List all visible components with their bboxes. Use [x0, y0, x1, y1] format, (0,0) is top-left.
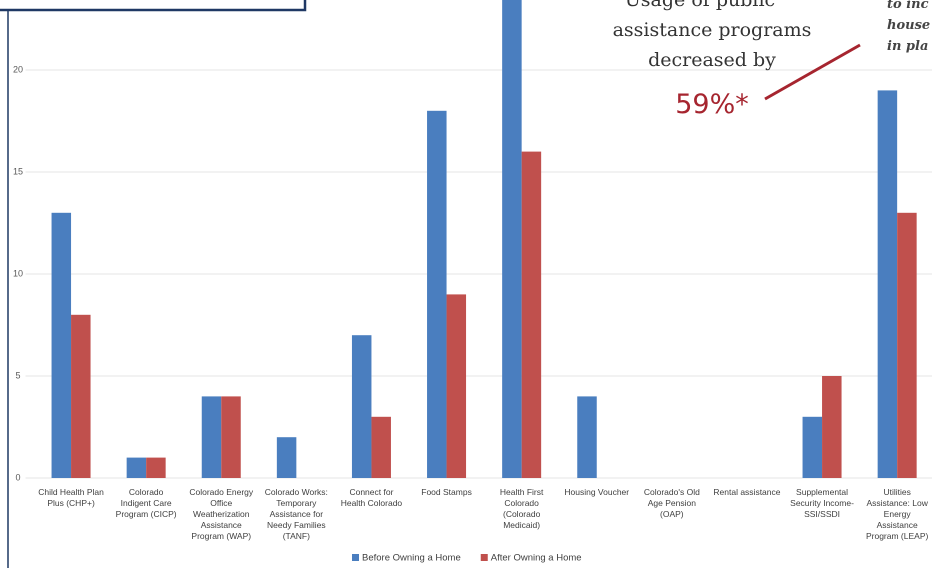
- y-tick-label: 10: [13, 268, 23, 278]
- bar: [126, 457, 147, 478]
- x-tick-label: Colorado Energy Office Weatherization Assis…: [189, 487, 254, 541]
- bar: [427, 110, 447, 479]
- y-tick-label: 5: [15, 370, 20, 380]
- bar: [802, 416, 823, 478]
- header-box: [0, 0, 307, 12]
- y-tick-label: 0: [15, 472, 20, 482]
- bar: [71, 314, 91, 478]
- side-note: to inc: [887, 0, 929, 12]
- x-tick-label: Colorado's Old Age Pension (OAP): [644, 487, 700, 519]
- x-tick-label: Colorado Indigent Care Program (CICP): [116, 487, 177, 519]
- bar: [51, 212, 72, 479]
- x-tick-label: Food Stamps: [421, 487, 472, 497]
- bar: [371, 416, 391, 478]
- bar: [221, 396, 241, 478]
- bar: [446, 294, 467, 478]
- bar: [351, 335, 372, 478]
- bar: [877, 90, 898, 479]
- annotation: assistance programs: [613, 19, 812, 41]
- bar: [577, 396, 597, 478]
- bar: [822, 376, 842, 478]
- x-tick-label: Rental assistance: [713, 487, 780, 497]
- y-tick-label: 20: [13, 64, 23, 74]
- x-tick-label: Supplemental Security Income-SSI/SSDI: [790, 487, 854, 519]
- side-note: in pla: [887, 39, 928, 54]
- bar: [276, 437, 297, 478]
- x-tick-label: Connect for Health Colorado: [341, 487, 403, 508]
- x-tick-label: Utilities Assistance: Low Energy Assistance…: [866, 487, 929, 541]
- legend-label: After Owning a Home: [491, 553, 582, 564]
- annotation-highlight: 59%*: [675, 89, 749, 120]
- bar: [201, 396, 222, 478]
- y-tick-label: 15: [13, 166, 23, 176]
- x-tick-label: Child Health Plan Plus (CHP+): [38, 487, 104, 508]
- annotation: decreased by: [648, 49, 776, 71]
- bar: [146, 457, 166, 478]
- callout-line: [764, 43, 861, 101]
- x-tick-label: Health First Colorado (Colorado Medicaid): [500, 487, 544, 530]
- side-note: house: [887, 18, 930, 33]
- legend-label: Before Owning a Home: [362, 553, 461, 564]
- annotation: Usage of public: [625, 0, 775, 11]
- bar: [897, 212, 917, 479]
- bar: [502, 0, 522, 479]
- legend-swatch: [480, 554, 488, 561]
- bar: [521, 151, 542, 478]
- legend-swatch: [352, 554, 359, 561]
- x-tick-label: Housing Voucher: [564, 487, 629, 497]
- x-tick-label: Colorado Works: Temporary Assistance for Ne…: [265, 487, 328, 541]
